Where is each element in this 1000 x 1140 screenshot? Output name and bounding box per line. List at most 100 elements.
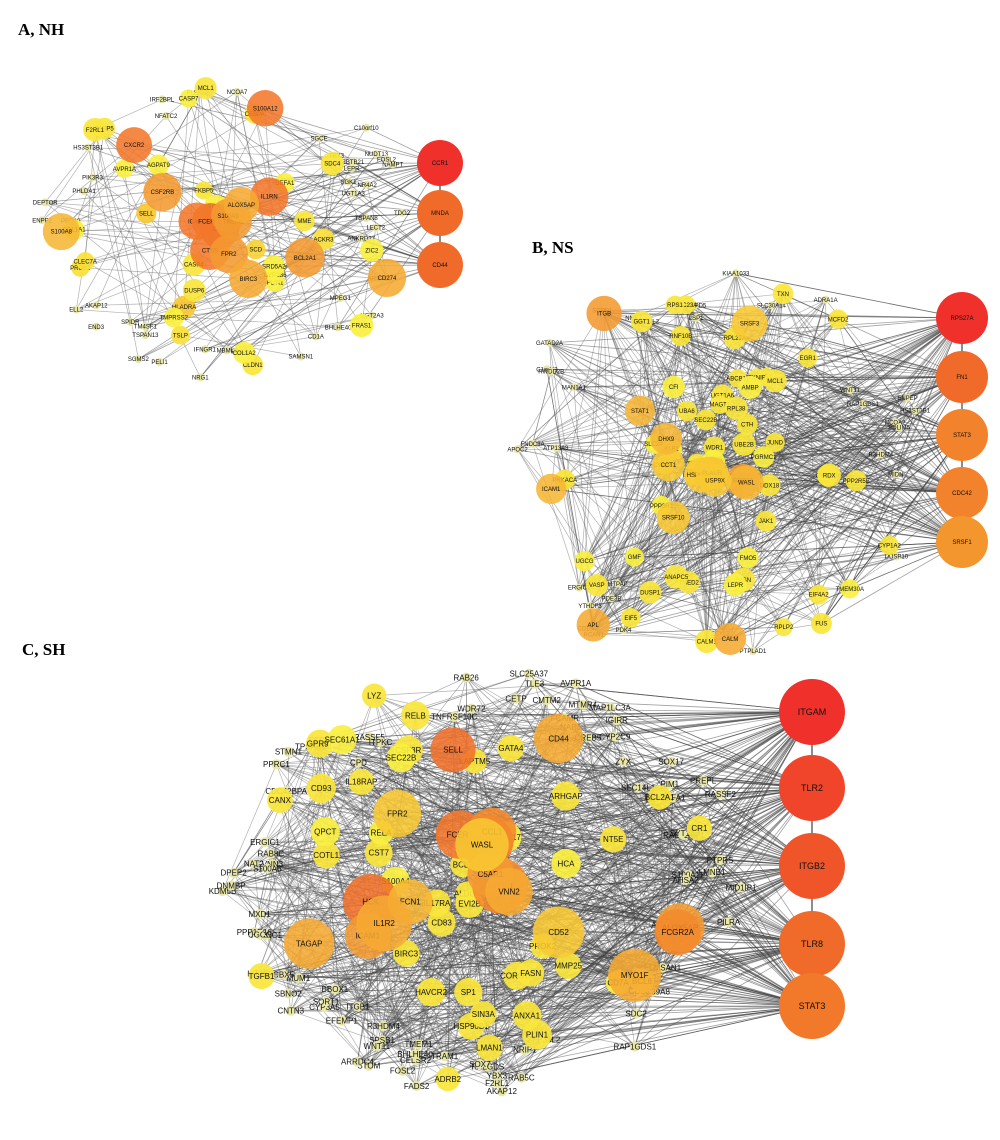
network-edge: [325, 1001, 419, 1045]
gene-node-large-label: APL: [588, 623, 600, 629]
hub-edge: [341, 1005, 813, 1022]
gene-node-small: SAMSN1: [288, 352, 314, 361]
gene-node-small: TSPAN13: [132, 331, 159, 339]
gene-node-small-label: R3HDM4: [868, 452, 893, 458]
gene-node-label: MCL1: [767, 379, 784, 385]
gene-node-label: DUSP6: [184, 288, 205, 294]
gene-node: CD93: [306, 773, 336, 804]
gene-node-large: SRSF3: [731, 305, 768, 342]
network-edge: [96, 297, 341, 306]
gene-node-small-circle: [583, 732, 593, 743]
gene-node-label: COL1A2: [233, 351, 257, 357]
network-edge: [230, 885, 417, 1087]
gene-node-large: MYO1F: [608, 948, 662, 1002]
network-edge: [650, 591, 784, 628]
hub-edge: [264, 108, 441, 266]
gene-node-small-circle: [511, 693, 521, 704]
gene-node-small: RALGDS: [471, 1061, 504, 1072]
gene-node-small-circle: [363, 1060, 374, 1071]
gene-node-small: S100A6: [253, 863, 282, 874]
gene-node-small: PTPLAD1: [740, 647, 767, 655]
hub-node-label: ITGB2: [799, 861, 825, 871]
gene-node-label: WDR1: [706, 445, 724, 451]
network-edge: [578, 505, 662, 588]
gene-node-circle: [845, 470, 867, 492]
gene-node: CANX: [267, 787, 293, 814]
hub-node: CDC42: [936, 467, 988, 519]
hub-edge: [688, 492, 963, 583]
gene-node-large-label: IL1RN: [261, 195, 278, 201]
gene-node-small-circle: [666, 756, 677, 767]
network-edge: [233, 698, 517, 874]
hub-edge: [471, 708, 813, 713]
hub-edge: [367, 935, 813, 1007]
network-edge: [298, 972, 531, 979]
gene-node: ARHGAP: [549, 781, 583, 811]
network-edge: [325, 790, 503, 1092]
gene-node-small: ENPEP: [897, 393, 918, 402]
network-edge: [341, 1020, 370, 1066]
hub-edge: [276, 763, 813, 1007]
hub-edge: [243, 212, 441, 354]
gene-node-small-label: ATP13A3: [543, 446, 569, 452]
hub-edge: [649, 434, 963, 593]
gene-node-small-label: NUDT13: [365, 152, 389, 158]
gene-node-label: LEPR: [727, 583, 743, 589]
gene-node-small-circle: [364, 732, 375, 743]
gene-node-small: AKAP12: [487, 1086, 517, 1097]
hub-edge: [452, 749, 813, 867]
hub-node: ITGB2: [779, 833, 845, 899]
gene-node-circle: [364, 838, 393, 867]
gene-node-small-circle: [38, 216, 47, 225]
gene-node: TXN: [772, 283, 794, 305]
gene-node: ANAPC5: [664, 564, 689, 589]
gene-node-small-label: RASSF5: [354, 733, 386, 742]
gene-node-label: SIN3A: [472, 1010, 496, 1019]
gene-node-small-circle: [265, 848, 276, 859]
gene-node-small: APOC2: [507, 445, 528, 453]
gene-node: JUND: [765, 432, 785, 453]
gene-node: UBE2B: [732, 432, 756, 456]
gene-node-circle: [763, 369, 787, 393]
hub-edge: [358, 762, 813, 867]
gene-node-small-label: MUM1: [287, 974, 311, 983]
gene-node-circle: [620, 607, 641, 628]
gene-node-small: ARRDC4: [341, 1056, 374, 1067]
gene-node-circle: [306, 773, 336, 804]
hub-edge: [45, 162, 441, 203]
gene-node-small: TMEM1: [405, 1039, 433, 1050]
gene-node: TMPRSS2: [160, 307, 189, 328]
gene-node-label: TMPRSS2: [160, 316, 189, 322]
gene-node-small-label: SDC2: [625, 1009, 647, 1018]
network-edge: [430, 839, 614, 993]
hub-edge: [604, 313, 963, 319]
gene-node-small: NCOA7: [227, 87, 248, 96]
gene-node: MCL1: [763, 369, 787, 393]
gene-node: RDX: [817, 463, 841, 488]
hub-edge: [782, 293, 963, 378]
gene-node: ADRB2: [434, 1066, 462, 1092]
hub-edge: [775, 317, 963, 382]
hub-edge: [534, 683, 813, 713]
network-edge: [264, 757, 402, 843]
gene-node: MCFD2: [828, 309, 849, 329]
gene-node-small-label: IFNGR1: [194, 348, 217, 354]
gene-node-small: NRIP1: [513, 1044, 537, 1055]
gene-node: COL1A2: [233, 341, 257, 364]
gene-node-small: SGK1: [340, 177, 357, 186]
gene-node-small-circle: [551, 444, 560, 452]
gene-node-label: BCL3: [453, 861, 474, 870]
gene-node-small-circle: [141, 331, 150, 340]
hub-edge: [637, 787, 813, 1007]
gene-node-label: CD93: [311, 784, 332, 793]
hub-edge: [357, 1005, 813, 1007]
gene-node: RELB: [401, 701, 430, 730]
gene-node: AMBP: [738, 375, 762, 399]
hub-edge: [357, 787, 813, 1063]
hub-edge: [616, 719, 813, 1007]
gene-node-label: AGPAT9: [147, 163, 170, 169]
network-edge: [546, 369, 595, 635]
gene-node-large: CALM: [714, 622, 747, 655]
gene-node-small-label: NAMPT: [382, 163, 403, 169]
network-edge: [719, 404, 754, 652]
